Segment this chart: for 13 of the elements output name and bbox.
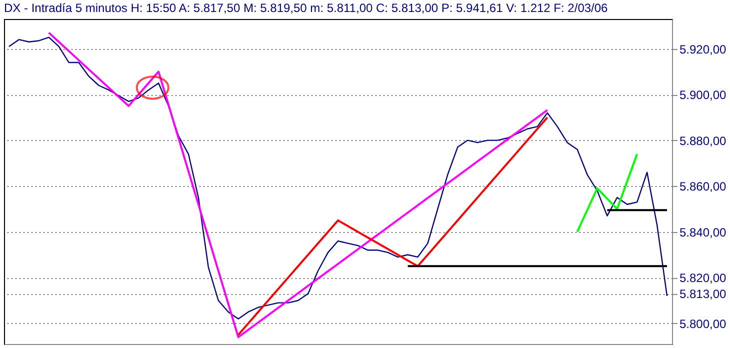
- y-tick-label: 5.820,00: [680, 271, 727, 286]
- line-series: [576, 153, 638, 233]
- y-tick-label: 5.900,00: [680, 88, 727, 102]
- y-tick-label: 5.840,00: [680, 225, 727, 240]
- chart-title: DX - Intradía 5 minutos H: 15:50 A: 5.817,50 M: 5.819,50 m: 5.811,00 C: 5.813,00 P: 5.941,61 V: 1.212 F: 2/03/06: [4, 1, 608, 15]
- line-series: [8, 36, 668, 320]
- y-tick-label: 5.860,00: [680, 180, 727, 194]
- y-tick-label: 5.800,00: [680, 316, 727, 331]
- y-tick-label: 5.813,00: [680, 287, 727, 302]
- line-series: [48, 32, 548, 338]
- y-tick-label: 5.880,00: [680, 134, 727, 148]
- line-series: [237, 116, 548, 336]
- y-tick-label: 5.920,00: [680, 42, 727, 56]
